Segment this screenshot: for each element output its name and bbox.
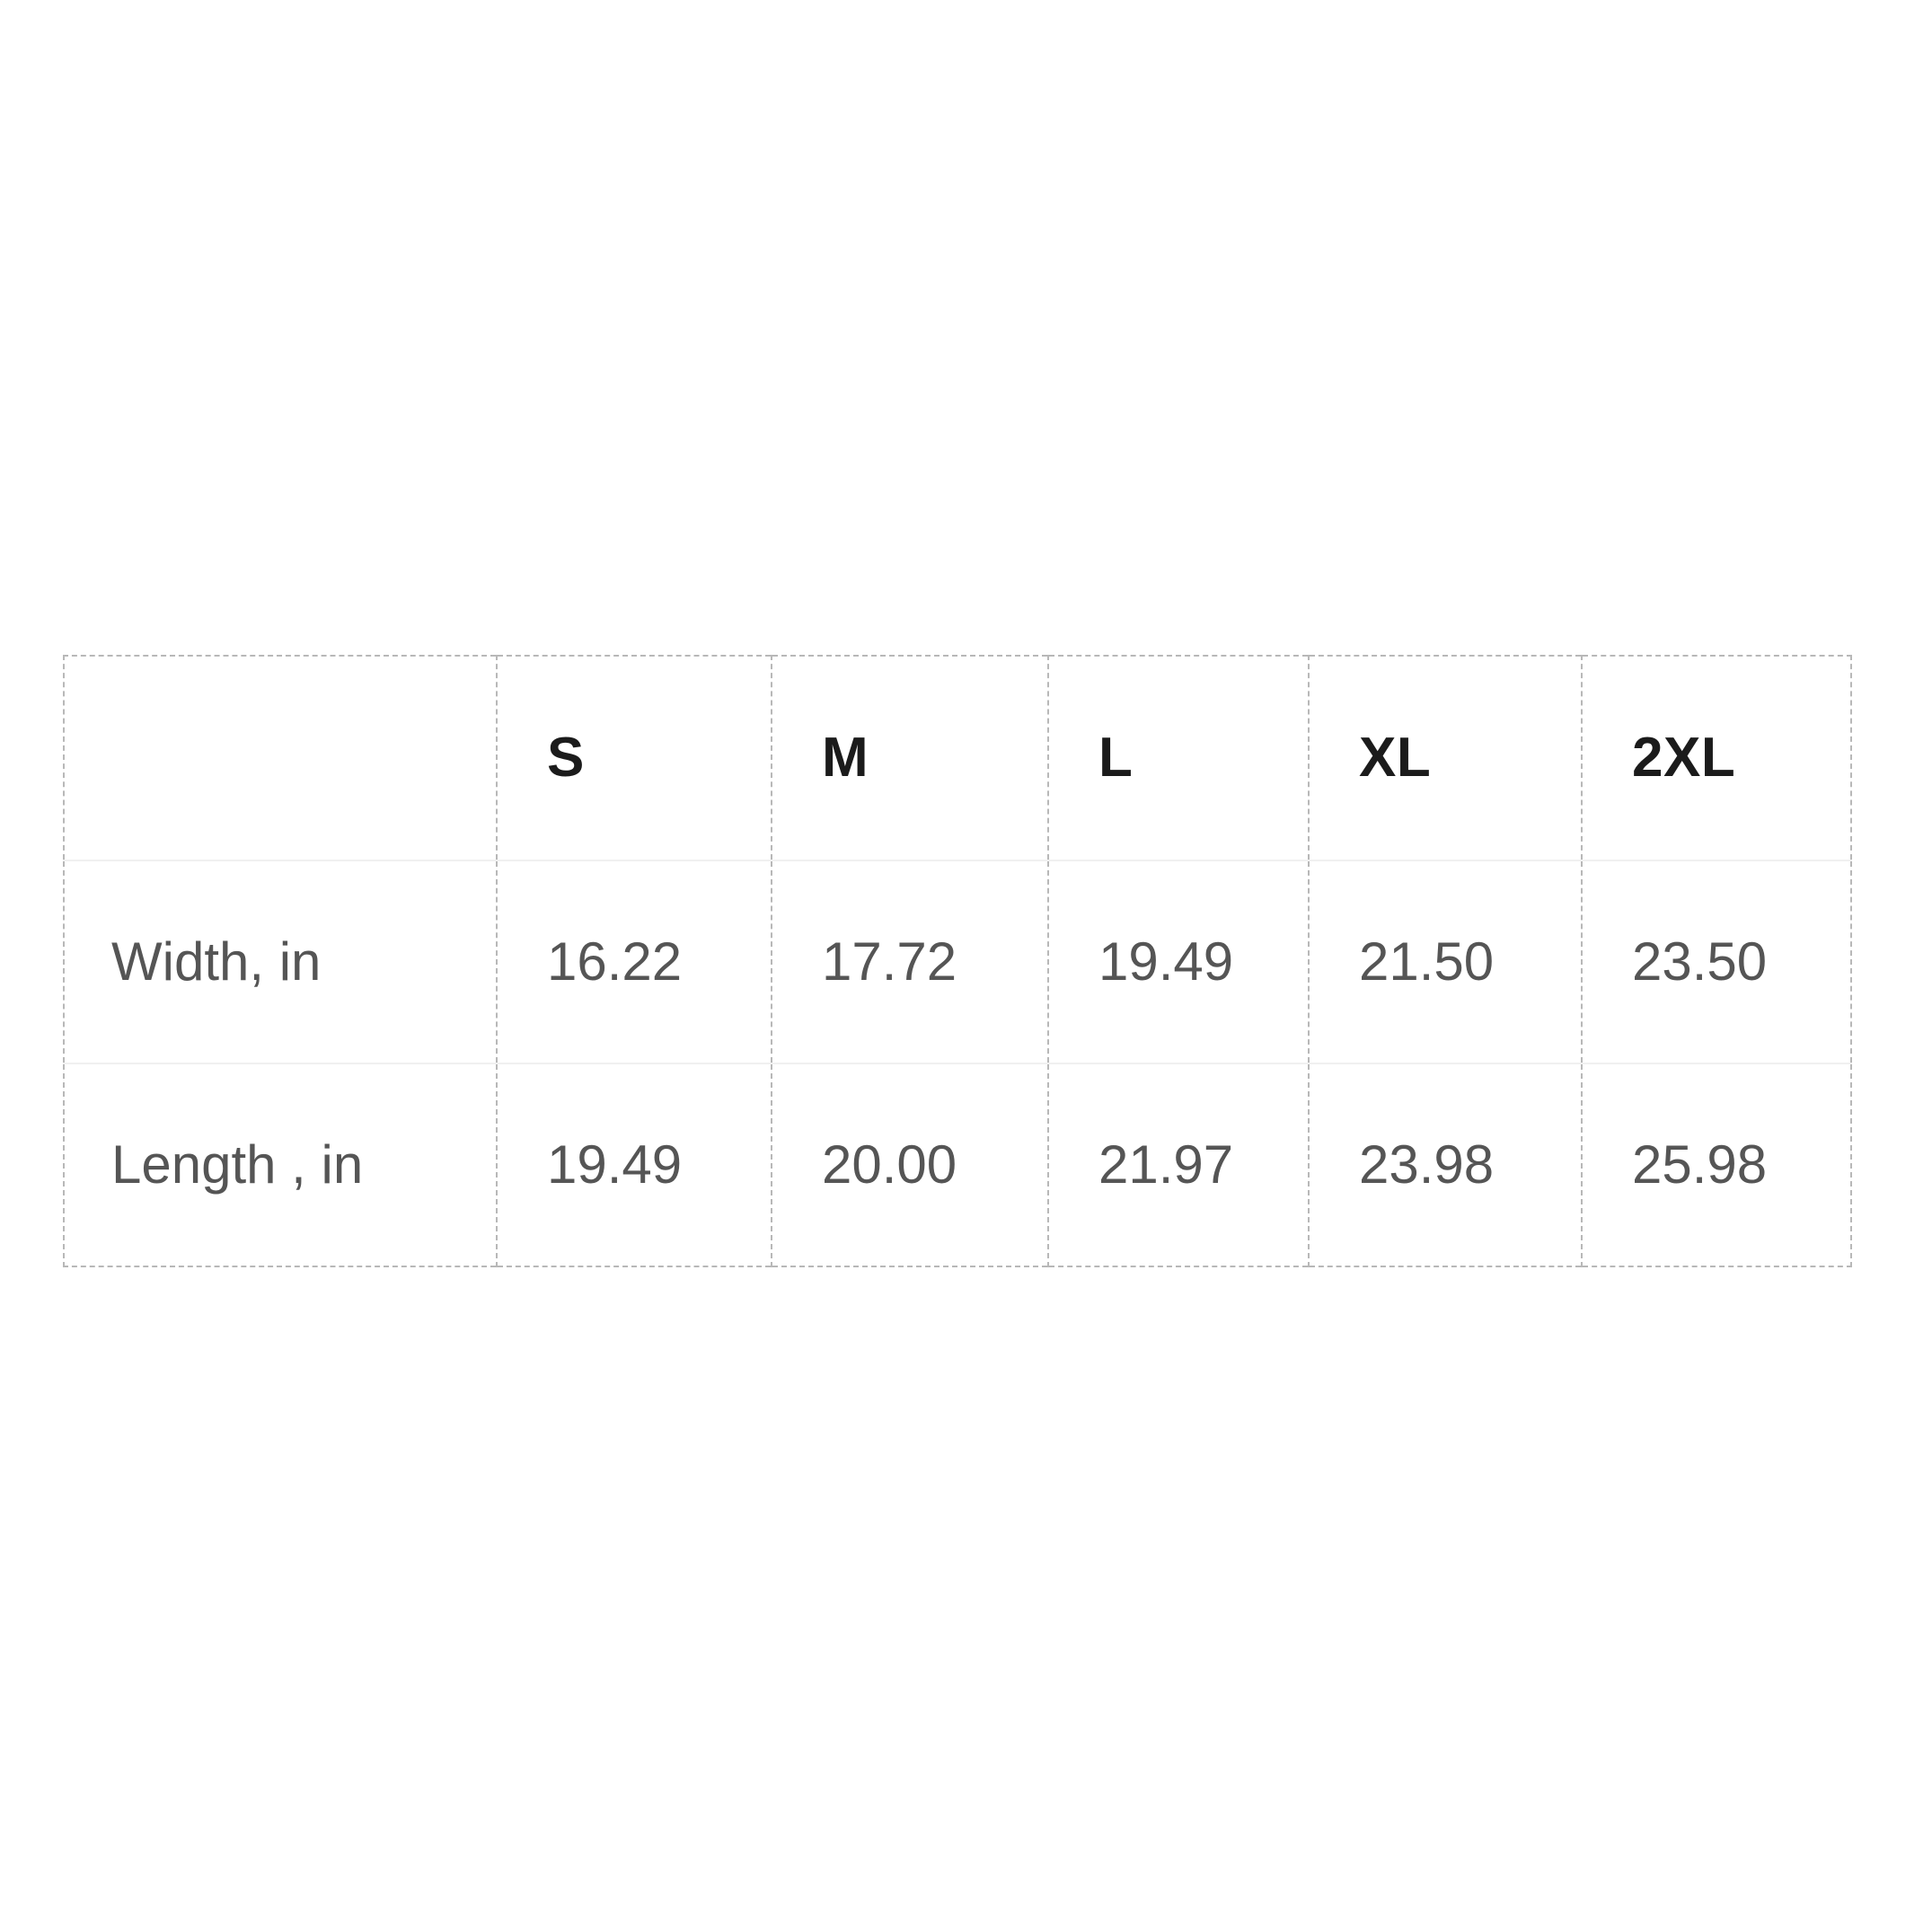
cell-length-m: 20.00 [771,1063,1048,1266]
size-chart-container: S M L XL 2XL Width, in 16.22 17.72 19.49… [63,655,1852,1267]
column-header-s: S [496,656,772,860]
cell-width-s: 16.22 [496,860,772,1063]
column-header-m: M [771,656,1048,860]
corner-header-cell [64,656,497,860]
row-label-length: Length , in [111,1134,364,1195]
cell-length-2xl: 25.98 [1581,1063,1851,1266]
header-row: S M L XL 2XL [64,656,1851,860]
table-row: Width, in 16.22 17.72 19.49 21.50 23.50 [64,860,1851,1063]
column-header-2xl: 2XL [1581,656,1851,860]
cell-length-s: 19.49 [496,1063,772,1266]
column-header-l: L [1047,656,1309,860]
size-chart-table: S M L XL 2XL Width, in 16.22 17.72 19.49… [63,655,1852,1267]
table-body: Width, in 16.22 17.72 19.49 21.50 23.50 … [64,860,1851,1266]
row-label-width: Width, in [111,931,322,992]
cell-width-m: 17.72 [771,860,1048,1063]
cell-width-l: 19.49 [1047,860,1309,1063]
column-header-xl: XL [1308,656,1582,860]
cell-width-2xl: 23.50 [1581,860,1851,1063]
table-row: Length , in 19.49 20.00 21.97 23.98 25.9… [64,1063,1851,1266]
cell-width-xl: 21.50 [1308,860,1582,1063]
cell-length-xl: 23.98 [1308,1063,1582,1266]
cell-length-l: 21.97 [1047,1063,1309,1266]
table-header: S M L XL 2XL [64,656,1851,860]
